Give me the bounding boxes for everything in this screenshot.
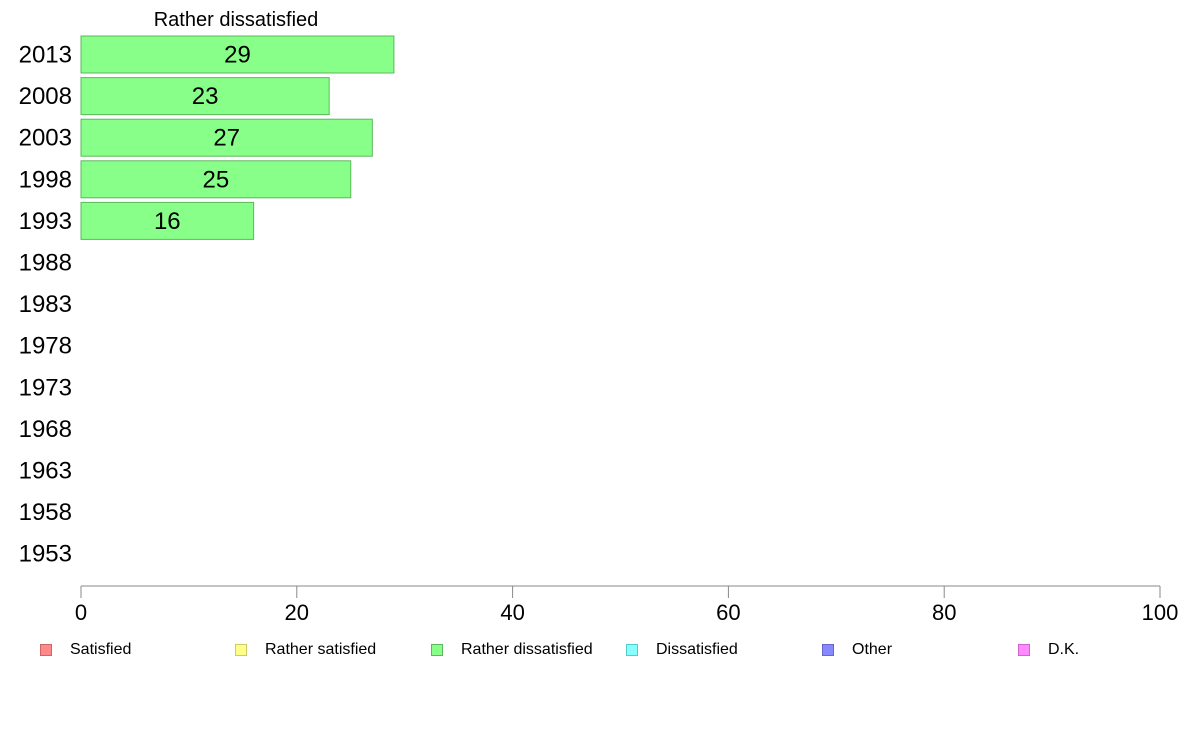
x-tick-label: 80 [932,600,956,625]
legend-swatch [235,644,247,656]
legend-swatch [40,644,52,656]
bar [80,201,255,240]
legend: Satisfied Rather satisfied Rather dissatis… [0,638,1188,662]
legend-label: D.K. [1048,641,1080,658]
data-label: 27 [213,125,240,152]
y-tick-label: 1993 [19,208,72,235]
legend-item: Rather dissatisfied [431,638,593,662]
legend-item: D.K. [1018,638,1079,662]
legend-label: Rather satisfied [265,641,377,658]
x-tick-label: 100 [1142,600,1179,625]
data-label: 23 [192,83,219,110]
y-tick-label: 1983 [19,291,72,318]
x-tick-label: 40 [500,600,524,625]
y-tick-label: 2008 [19,83,72,110]
legend-swatch [822,644,834,656]
legend-label: Rather dissatisfied [461,641,593,658]
chart-title: Rather dissatisfied [154,9,319,31]
y-tick-label: 1963 [19,458,72,485]
legend-label: Satisfied [70,641,132,658]
legend-swatch [1018,644,1030,656]
bar [80,77,330,116]
x-axis: 0 20 40 60 80 100 [75,585,1179,625]
y-tick-label: 1978 [19,333,72,360]
y-tick-label: 1953 [19,541,72,568]
x-tick-label: 0 [75,600,87,625]
y-tick-label: 2003 [19,125,72,152]
data-label: 29 [224,42,251,69]
legend-item: Other [822,638,892,662]
legend-swatch [431,644,443,656]
legend-swatch [626,644,638,656]
bar [80,160,352,199]
x-tick-label: 20 [285,600,309,625]
y-tick-label: 1958 [19,499,72,526]
data-label: 25 [203,166,230,193]
y-tick-label: 1998 [19,166,72,193]
legend-label: Other [852,641,893,658]
y-tick-label: 2013 [19,42,72,69]
legend-item: Satisfied [40,638,131,662]
legend-item: Rather satisfied [235,638,376,662]
legend-item: Dissatisfied [626,638,738,662]
bar [80,118,373,157]
data-label: 16 [154,208,181,235]
y-tick-label: 1968 [19,416,72,443]
bar [80,35,395,74]
y-axis-labels: 2013 2008 2003 1998 1993 1988 1983 1978 1973 1968… [19,42,72,568]
y-tick-label: 1973 [19,374,72,401]
y-tick-label: 1988 [19,250,72,277]
x-tick-label: 60 [716,600,740,625]
legend-label: Dissatisfied [656,641,738,658]
